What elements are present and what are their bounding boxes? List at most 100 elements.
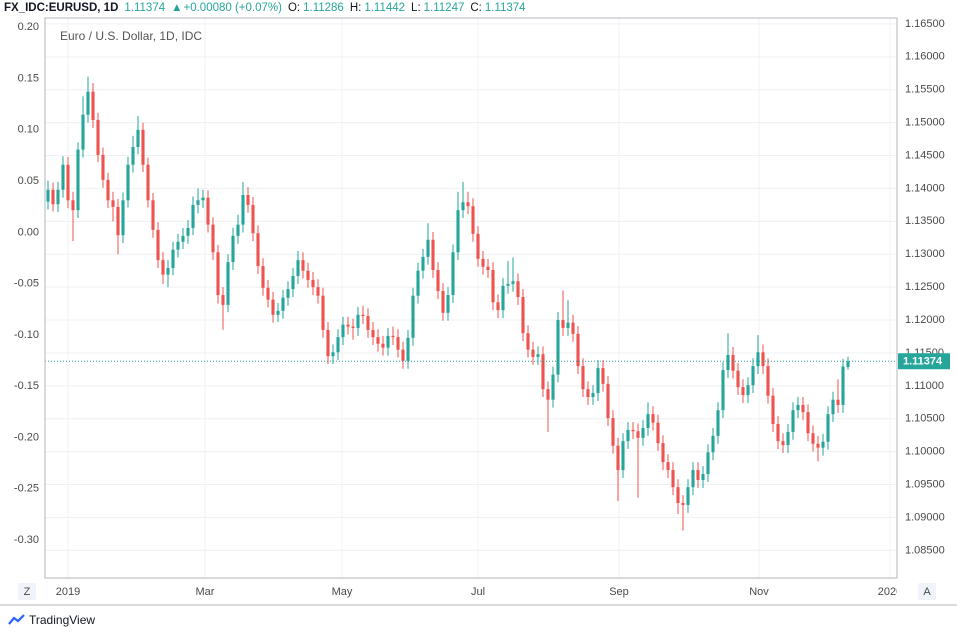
candle-body xyxy=(796,404,800,411)
candle-body xyxy=(291,275,295,290)
candle-body xyxy=(476,233,480,259)
candle-body xyxy=(316,287,320,296)
candle-body xyxy=(721,370,725,411)
x-tick-label: Jul xyxy=(471,586,485,598)
candle-body xyxy=(111,200,115,207)
candle-body xyxy=(791,410,795,432)
candle-body xyxy=(296,260,300,276)
candle-body xyxy=(671,470,675,488)
candle-body xyxy=(121,200,125,236)
y-tick-label: 1.12500 xyxy=(905,281,945,293)
last-price-label: 1.11374 xyxy=(903,356,943,368)
y-tick-label: 1.13000 xyxy=(905,248,945,260)
candle-body xyxy=(436,270,440,292)
candle-body xyxy=(141,129,145,165)
y-tick-label: 1.09000 xyxy=(905,511,945,523)
candle-body xyxy=(841,366,845,405)
candle-body xyxy=(406,337,410,361)
scale-button-label[interactable]: Z xyxy=(24,586,31,598)
candle-body xyxy=(781,441,785,446)
candle-body xyxy=(91,91,95,120)
candle-body xyxy=(681,502,685,505)
candle-body xyxy=(846,361,850,368)
candle-body xyxy=(621,441,625,471)
candle-body xyxy=(806,412,810,434)
auto-button-label[interactable]: A xyxy=(923,586,931,598)
candle-body xyxy=(236,224,240,236)
candle-body xyxy=(271,299,275,315)
candle-body xyxy=(696,470,700,480)
y2-tick-label: -0.25 xyxy=(14,483,39,495)
candle-body xyxy=(201,197,205,201)
scale-button[interactable] xyxy=(18,583,36,600)
candle-body xyxy=(426,239,430,257)
open-value: 1.11286 xyxy=(303,2,344,14)
candle-body xyxy=(756,352,760,367)
change: +0.00080 (+0.07%) xyxy=(183,2,282,14)
brand: TradingView xyxy=(8,613,95,627)
candle-body xyxy=(656,422,660,444)
candle-body xyxy=(156,229,160,261)
candle-body xyxy=(146,164,150,201)
candle-body xyxy=(801,404,805,413)
candle-body xyxy=(66,164,70,201)
candle-body xyxy=(351,326,355,328)
candle-body xyxy=(51,189,55,205)
y2-tick-label: 0.05 xyxy=(18,175,39,187)
candle-body xyxy=(731,354,735,371)
y2-tick-label: -0.10 xyxy=(14,329,39,341)
candle-body xyxy=(301,260,305,271)
candle-body xyxy=(626,429,630,442)
candle-body xyxy=(151,200,155,230)
candle-body xyxy=(556,320,560,375)
last-price-box xyxy=(898,353,950,370)
candle-body xyxy=(651,414,655,423)
y2-tick-label: -0.15 xyxy=(14,380,39,392)
candle-body xyxy=(631,429,635,432)
high-value: 1.11442 xyxy=(364,2,406,14)
candle-body xyxy=(566,322,570,328)
y-tick-label: 1.14500 xyxy=(905,149,945,161)
candle-body xyxy=(706,452,710,475)
candle-body xyxy=(766,366,770,396)
candle-body xyxy=(56,189,60,205)
y2-tick-label: -0.30 xyxy=(14,534,39,546)
y2-tick-label: -0.05 xyxy=(14,278,39,290)
low-label: L: xyxy=(411,2,421,14)
candle-body xyxy=(81,114,85,150)
candle-body xyxy=(726,354,730,371)
candle-body xyxy=(606,383,610,419)
candle-body xyxy=(176,241,180,250)
candle-body xyxy=(206,197,210,225)
candle-body xyxy=(181,235,185,242)
candle-body xyxy=(526,333,530,350)
y-tick-label: 1.09500 xyxy=(905,478,945,490)
candles xyxy=(45,76,897,531)
candle-body xyxy=(746,385,750,396)
candle-body xyxy=(386,335,390,348)
candle-body xyxy=(276,310,280,315)
candle-body xyxy=(76,149,80,211)
x-tick-label: Mar xyxy=(196,586,215,598)
candle-body xyxy=(776,424,780,442)
auto-button[interactable] xyxy=(918,583,936,600)
candle-body xyxy=(736,370,740,388)
candle-body xyxy=(221,295,225,305)
candle-body xyxy=(196,200,200,205)
x-tick-label: Nov xyxy=(749,586,769,598)
candle-body xyxy=(326,329,330,357)
candle-body xyxy=(491,270,495,303)
candle-body xyxy=(186,227,190,236)
candle-body xyxy=(71,200,75,211)
y-tick-label: 1.10000 xyxy=(905,446,945,458)
candle-body xyxy=(356,314,360,328)
y2-tick-label: -0.20 xyxy=(14,431,39,443)
candle-body xyxy=(171,249,175,269)
candle-body xyxy=(811,433,815,444)
candle-body xyxy=(431,239,435,271)
candle-body xyxy=(521,297,525,334)
candle-body xyxy=(191,204,195,228)
grid xyxy=(45,18,897,578)
candle-body xyxy=(106,179,110,201)
